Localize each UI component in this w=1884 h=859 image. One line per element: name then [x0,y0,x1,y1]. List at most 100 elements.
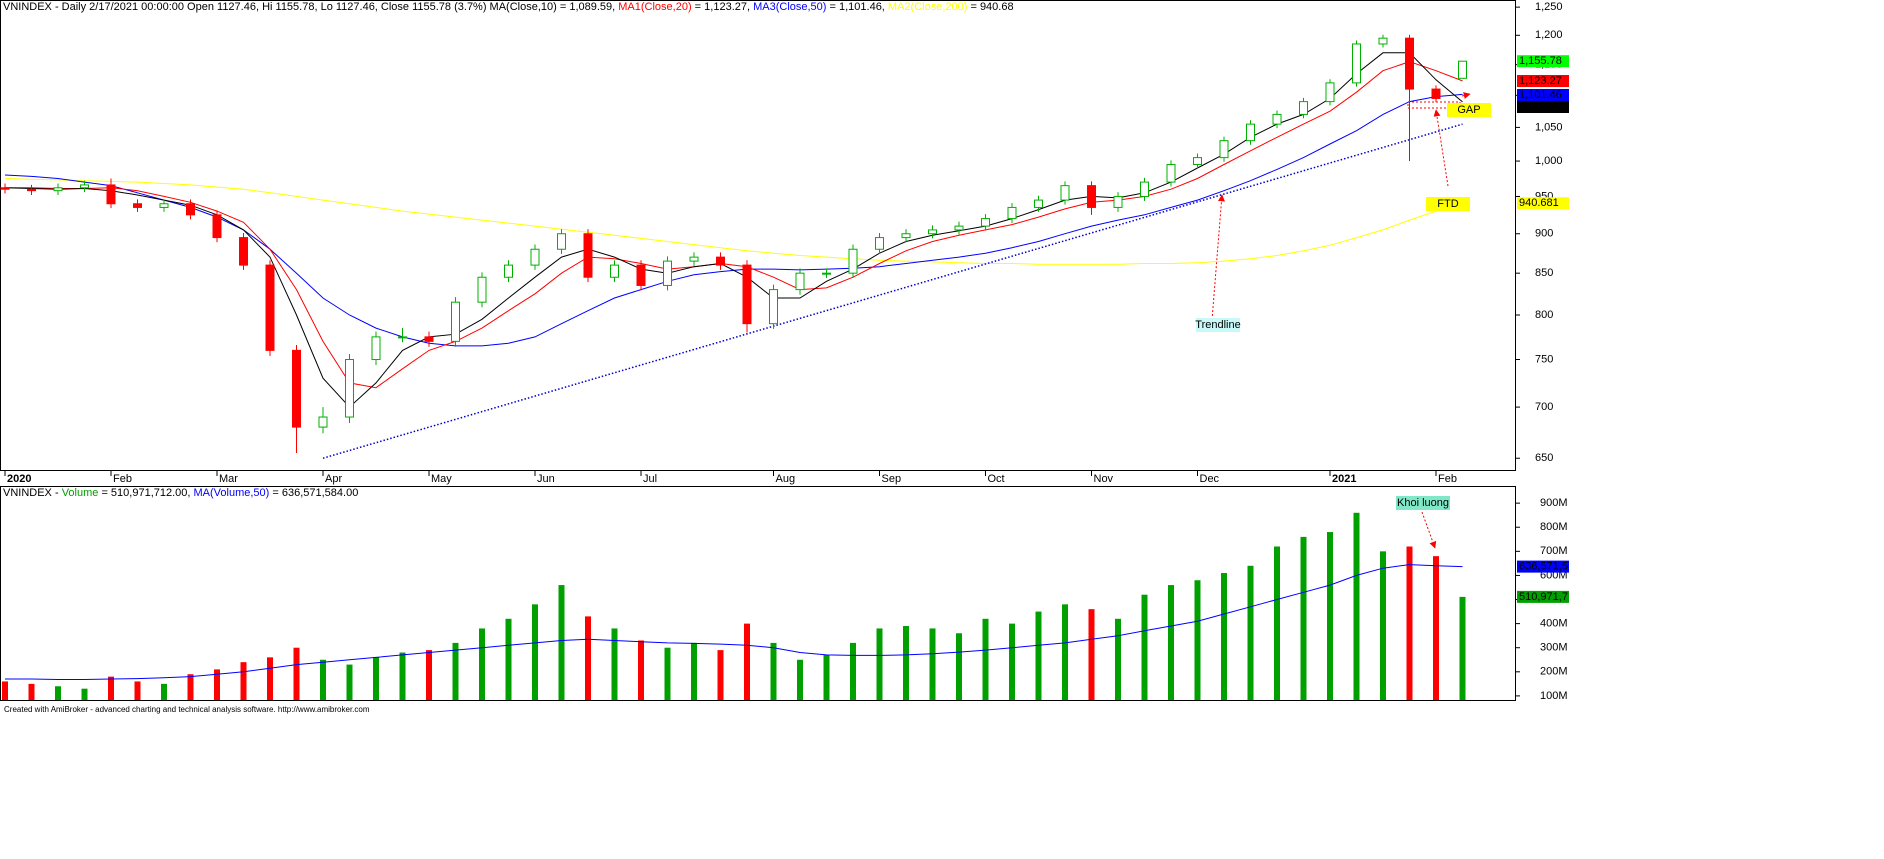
volume-bar [929,628,936,700]
y-tick-label: 650 [1535,452,1553,464]
candle-body [80,184,89,189]
volume-bar [2,681,8,700]
y-tick-label: 1,050 [1535,121,1563,133]
y-tick-label: 850 [1535,267,1553,279]
price-panel [0,0,1516,471]
volume-bar [770,642,777,700]
candle-body [424,336,434,342]
volume-panel [0,486,1516,701]
volume-ma-label: 636,571,5 [1519,561,1568,573]
ma-value-label: 940.681 [1519,197,1559,209]
volume-bar [267,657,273,700]
candle-body [451,301,460,342]
candle-body [1458,60,1467,79]
ma-value-label: 1,123.27 [1519,75,1562,87]
y-tick-label: 200M [1540,666,1568,678]
candle-body [848,248,858,274]
candle-body [875,237,884,250]
title-part: = 940.68 [967,1,1013,13]
volume-bar [1247,565,1254,700]
ma-line [4,178,1463,265]
candle-body [795,272,805,291]
candle-body [742,264,752,325]
candle-body [1325,82,1335,103]
volume-bar [1009,623,1015,700]
candle-body [1272,113,1282,125]
candle-body [689,256,699,262]
close-label: 1,155.78 [1519,55,1562,67]
title-part: VNINDEX - [3,487,62,499]
y-tick-label: 400M [1540,618,1568,630]
candle-body [186,203,195,216]
x-tick-label: May [431,473,452,485]
candle-body [1113,195,1123,208]
candle-body [822,272,831,275]
y-tick-label: 700 [1535,401,1553,413]
x-tick-label: Aug [776,473,796,485]
candle-body [1166,164,1176,183]
volume-bar [187,674,194,700]
candle-body [1405,37,1414,90]
title-part: = 636,571,584.00 [269,487,358,499]
y-tick-label: 1,250 [1535,1,1563,13]
volume-bar [1406,546,1413,700]
title-part: VNINDEX - Daily 2/17/2021 00:00:00 Open … [3,1,618,13]
candle-body [1060,185,1070,201]
candle-body [1219,140,1229,159]
trendline [322,123,1463,459]
title-part: = 1,123.27, [692,1,753,13]
title-part: Volume [62,487,99,499]
volume-bar [479,628,485,700]
candle-body [1193,157,1202,166]
candle-body [1378,37,1388,45]
candle-body [345,359,354,418]
candle-body [663,260,672,286]
volume-bar [1062,604,1068,700]
annotation-box [1396,496,1450,510]
volume-bar [214,669,220,700]
x-tick-label: 2020 [7,473,31,485]
candle-body [1299,101,1308,115]
volume-bar [611,628,618,700]
annotation-box [1426,197,1470,211]
footer: Created with AmiBroker - advanced charti… [4,705,370,714]
volume-label-box [1517,590,1569,603]
volume-bar [1353,512,1360,700]
ma-value-label-box [1517,101,1569,113]
annotation-box [1447,103,1491,117]
volume-bar [691,642,697,700]
volume-bar [532,604,538,700]
volume-bar [320,659,326,700]
candle-body [53,187,63,192]
y-tick-label: 750 [1535,353,1553,365]
price-title: VNINDEX - Daily 2/17/2021 00:00:00 Open … [3,1,1014,13]
y-tick-label: 1,200 [1535,29,1563,41]
candle-body [1352,43,1361,84]
ma-value-label-box [1517,197,1569,210]
volume-bar [1327,532,1333,700]
y-tick-label: 800M [1540,521,1568,533]
candle-body [716,256,725,266]
volume-label: 510,971,7 [1519,591,1568,603]
volume-bar [1459,596,1466,700]
volume-bar [1300,536,1307,700]
candle-body [530,248,540,266]
volume-ma-line [5,564,1463,680]
candle-body [318,416,328,428]
gap-box [1407,101,1461,109]
x-tick-label: 2021 [1332,473,1356,485]
gap-arrow [1461,92,1471,99]
volume-bar [956,633,962,700]
x-tick-label: Oct [988,473,1005,485]
volume-bar [426,650,432,700]
candle-body [133,203,142,208]
volume-bar [134,681,141,700]
x-tick-label: Jun [537,473,555,485]
volume-bar [81,688,88,700]
title-part: MA3(Close,50) [753,1,826,13]
x-tick-label: Feb [1438,473,1457,485]
volume-bar [1274,546,1280,700]
annotation: Khoi luong [1397,497,1449,509]
candle-body [27,188,36,192]
annotation: GAP [1457,104,1480,116]
